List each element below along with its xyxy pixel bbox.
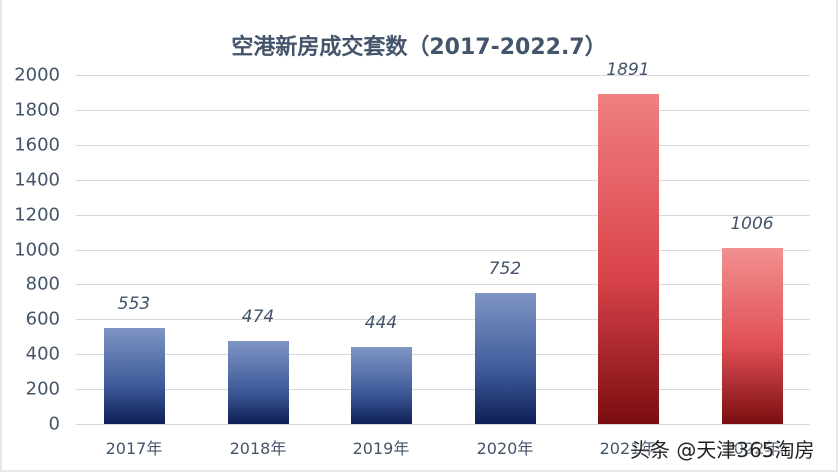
gridline [76,424,810,425]
y-tick-label: 1800 [14,99,60,121]
y-tick-label: 1200 [14,204,60,226]
gridline [76,284,810,286]
x-tick-label: 2021年 [599,439,657,458]
bar-2020年 [474,292,536,424]
y-tick-label: 800 [25,273,60,295]
chart-title: 空港新房成交套数（2017-2022.7） [231,35,607,60]
x-tick-label: 2022年 [723,439,781,458]
data-label: 1006 [730,214,774,235]
gridline [76,144,810,146]
y-tick-label: 600 [25,308,60,330]
gridline [76,319,810,321]
y-tick-label: 200 [25,378,60,400]
y-tick-label: 2000 [14,64,60,86]
bar-2019年 [350,346,412,424]
x-tick-label: 2018年 [229,439,287,458]
data-label: 474 [241,307,275,328]
bar-2022年 [721,248,783,424]
y-tick-label: 0 [48,413,60,435]
y-tick-label: 1400 [14,169,60,191]
watermark: 头条 @天津365淘房 [630,438,815,462]
gridline [76,75,810,76]
y-tick-label: 1000 [14,239,60,260]
data-label: 752 [488,258,522,279]
gridline [76,179,810,181]
bar-2017年 [103,327,165,424]
bar-2018年 [227,341,289,424]
y-tick-label: 400 [25,343,60,365]
y-tick-label: 1600 [14,134,60,156]
x-tick-label: 2019年 [352,439,410,458]
data-label: 553 [117,293,151,314]
gridline [76,249,810,251]
plot-area: 553 474 444 752 1891 1006 [76,60,810,425]
bar-2021年 [597,94,659,424]
data-label: 444 [364,312,398,333]
gridline [76,389,810,391]
x-tick-label: 2020年 [476,439,534,458]
data-label: 1891 [606,60,650,81]
gridline [76,109,810,111]
x-tick-label: 2017年 [105,439,163,458]
gridline [76,214,810,216]
gridline [76,354,810,356]
